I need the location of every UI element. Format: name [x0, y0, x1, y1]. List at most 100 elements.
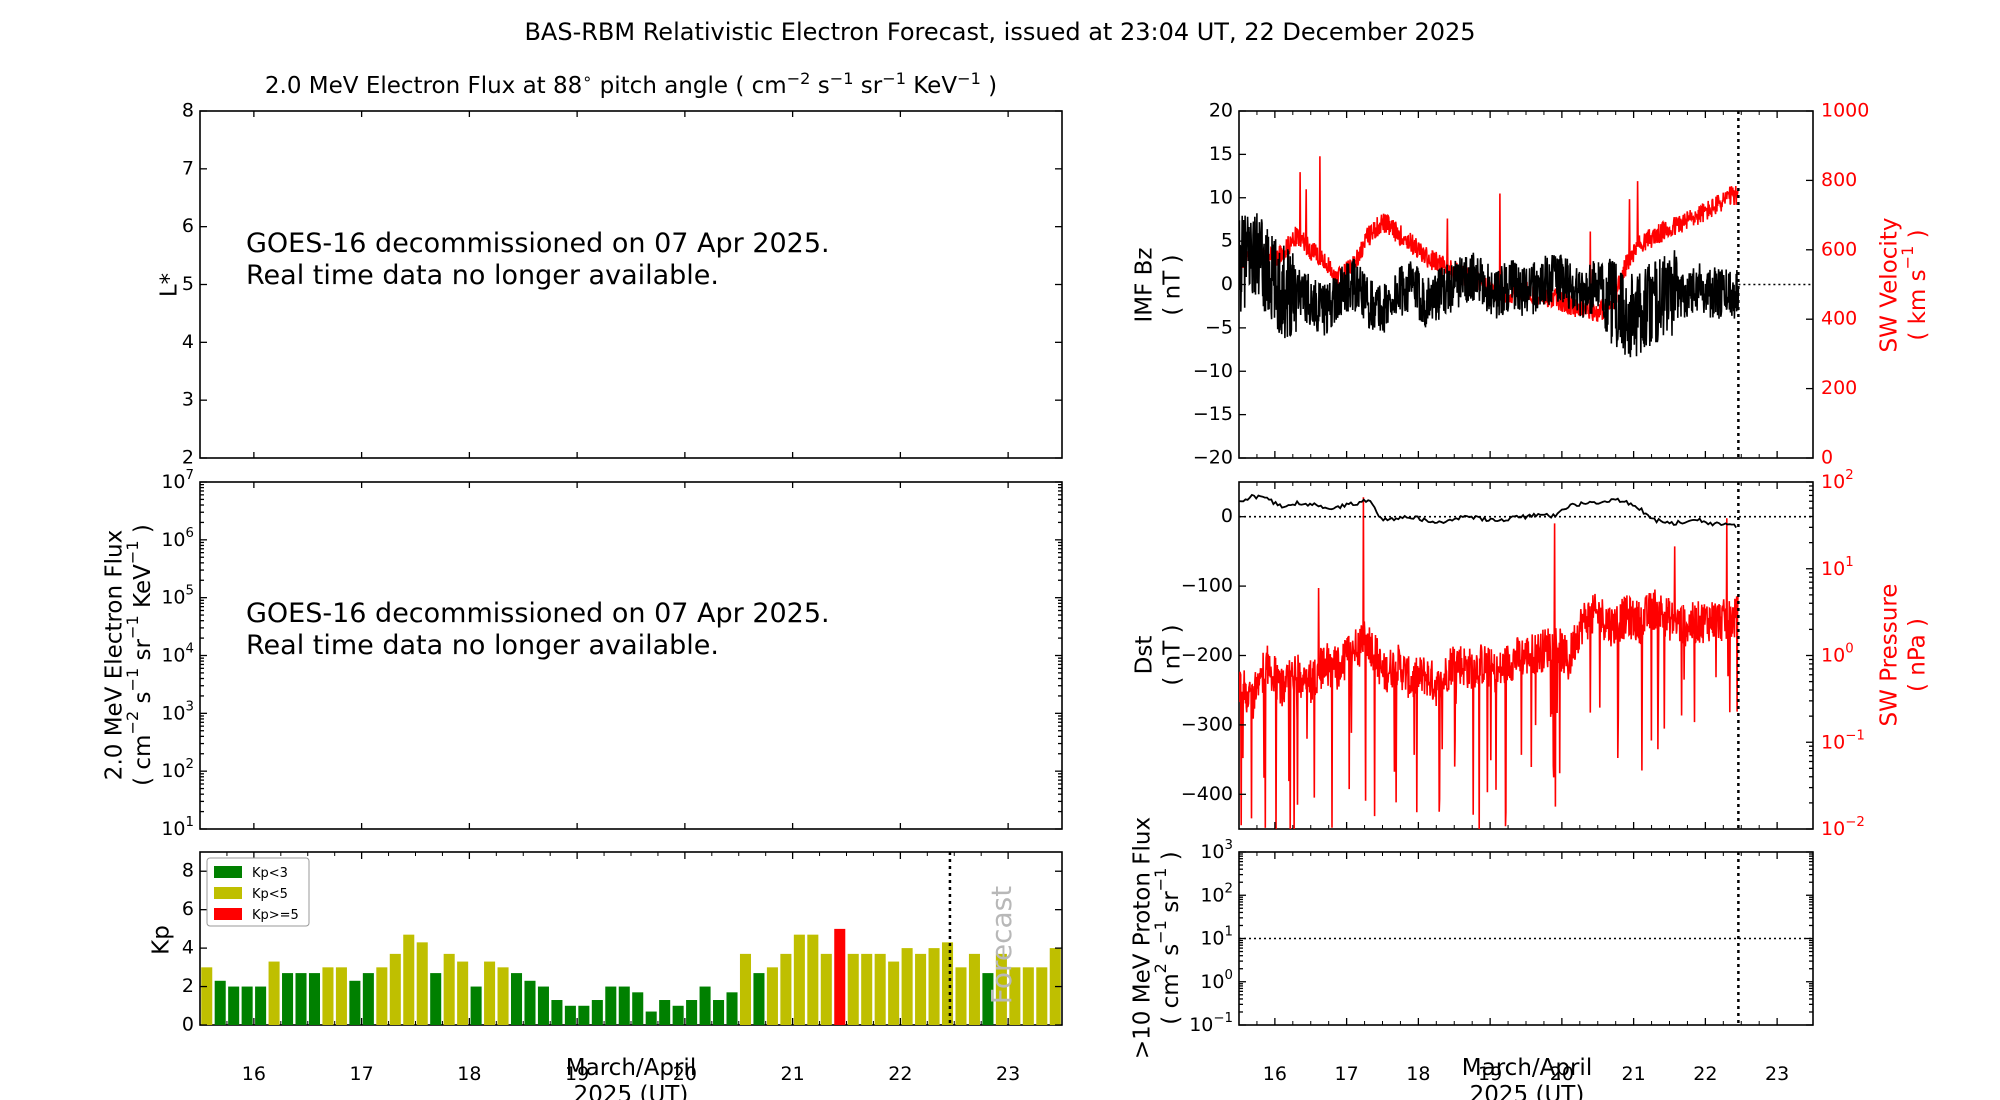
kp-bar	[457, 961, 469, 1025]
kp-xtick-label: 19	[565, 1063, 589, 1085]
kp-bar	[726, 992, 738, 1025]
kp-bar	[322, 967, 334, 1025]
sw-pressure-ytick-label: 101	[1821, 554, 1854, 579]
kp-bar	[915, 953, 927, 1025]
imf-ytick-label: −10	[1193, 360, 1233, 382]
kp-legend-swatch	[214, 887, 242, 899]
kp-bar	[793, 934, 805, 1025]
kp-legend-label: Kp<3	[252, 866, 288, 881]
proton-xtick-label: 23	[1765, 1063, 1789, 1085]
kp-bar	[201, 967, 213, 1025]
kp-bar	[618, 986, 630, 1025]
kp-bar	[591, 1000, 603, 1025]
kp-bar	[982, 973, 994, 1025]
flux-message-line: GOES-16 decommissioned on 07 Apr 2025.	[246, 598, 830, 629]
kp-xlabel: March/April	[566, 1055, 696, 1081]
kp-xtick-label: 22	[888, 1063, 912, 1085]
sw-velocity-ytick-label: 400	[1821, 308, 1857, 330]
kp-legend: Kp<3 Kp<5 Kp>=5	[206, 857, 310, 927]
flux-ytick-label: 104	[161, 641, 194, 666]
flux-ylabel-units: ( cm−2 s−1 sr−1 KeV−1 )	[123, 524, 156, 786]
kp-bar	[214, 980, 226, 1025]
kp-xtick-label: 21	[781, 1063, 805, 1085]
kp-bar	[470, 986, 482, 1025]
kp-bar	[659, 1000, 671, 1025]
forecast-label: Forecast	[985, 886, 1018, 1005]
kp-x-ticks	[226, 852, 1009, 1025]
proton-xtick-label: 16	[1263, 1063, 1287, 1085]
sw-pressure-series	[1239, 497, 1739, 829]
kp-bar	[739, 953, 752, 1025]
kp-bar	[780, 953, 792, 1025]
proton-xlabel-line2: 2025 (UT)	[1470, 1082, 1585, 1100]
lstar-ytick-label: 2	[182, 447, 194, 469]
proton-ytick-label: 100	[1200, 967, 1233, 992]
lstar-message-line: GOES-16 decommissioned on 07 Apr 2025.	[246, 228, 830, 259]
sw-pressure-ytick-label: 102	[1821, 468, 1854, 493]
kp-bar	[699, 986, 711, 1025]
imf-ytick-label: −5	[1205, 316, 1233, 338]
kp-bar	[766, 967, 778, 1025]
imf-ytick-label: 0	[1221, 273, 1233, 295]
kp-bar	[295, 973, 307, 1025]
flux-ylabel: 2.0 MeV Electron Flux	[102, 530, 128, 780]
figure-title: BAS-RBM Relativistic Electron Forecast, …	[524, 18, 1475, 46]
sw-pressure-ylabel-units: ( nPa )	[1905, 618, 1931, 692]
dst-ytick-label: −200	[1181, 644, 1233, 666]
kp-xlabel-line2: 2025 (UT)	[574, 1082, 689, 1100]
kp-bar	[941, 942, 954, 1025]
proton-xlabel: March/April	[1462, 1055, 1592, 1081]
proton-xtick-label: 20	[1550, 1063, 1574, 1085]
kp-bar	[820, 953, 832, 1025]
sw-velocity-ytick-label: 200	[1821, 377, 1857, 399]
kp-bar	[551, 1000, 563, 1025]
imf-ylabel-units: ( nT )	[1160, 254, 1186, 315]
sw-velocity-ytick-label: 800	[1821, 169, 1857, 191]
kp-bar	[484, 961, 496, 1025]
kp-bar	[537, 986, 549, 1025]
dst-series	[1239, 493, 1737, 529]
kp-bar	[416, 942, 428, 1025]
flux-ytick-label: 105	[161, 583, 194, 608]
kp-bar	[888, 961, 900, 1025]
kp-legend-label: Kp<5	[252, 887, 288, 902]
kp-bar	[349, 980, 361, 1025]
kp-bar	[255, 986, 267, 1025]
kp-xtick-label: 16	[242, 1063, 266, 1085]
kp-xtick-label: 18	[457, 1063, 481, 1085]
flux-ytick-label: 103	[161, 699, 194, 724]
kp-bar	[308, 973, 321, 1025]
kp-bar	[376, 967, 388, 1025]
imf-bz-series	[1239, 213, 1740, 358]
proton-x-ticks	[1256, 852, 1778, 1025]
lstar-ytick-label: 3	[182, 389, 194, 411]
sw-pressure-ytick-label: 10−2	[1821, 815, 1865, 840]
dst-x-ticks	[1256, 482, 1778, 829]
dst-ytick-label: −100	[1181, 575, 1233, 597]
dst-ylabel: Dst	[1132, 636, 1158, 675]
lstar-ytick-label: 5	[182, 273, 194, 295]
kp-legend-label: Kp>=5	[252, 908, 299, 923]
kp-bar	[524, 980, 536, 1025]
proton-xtick-label: 17	[1335, 1063, 1359, 1085]
kp-bar	[672, 1005, 684, 1025]
kp-bar	[564, 1005, 576, 1025]
lstar-panel-title: 2.0 MeV Electron Flux at 88∘ pitch angle…	[265, 69, 997, 100]
lstar-ytick-label: 4	[182, 331, 194, 353]
sw-velocity-ylabel-units: ( km s−1 )	[1898, 229, 1931, 340]
sw-velocity-ylabel: SW Velocity	[1877, 218, 1903, 353]
kp-bar	[578, 1005, 590, 1025]
kp-bar	[645, 1011, 657, 1025]
flux-message-line: Real time data no longer available.	[246, 630, 719, 661]
kp-ytick-label: 2	[182, 975, 194, 997]
lstar-ytick-label: 6	[182, 215, 194, 237]
kp-bar	[335, 967, 347, 1025]
kp-bar	[389, 953, 401, 1025]
kp-bar	[834, 928, 846, 1025]
kp-bar	[928, 948, 940, 1025]
kp-bar	[1036, 967, 1048, 1025]
kp-bar	[847, 953, 859, 1025]
imf-ytick-label: 5	[1221, 230, 1233, 252]
kp-bar	[901, 948, 913, 1025]
